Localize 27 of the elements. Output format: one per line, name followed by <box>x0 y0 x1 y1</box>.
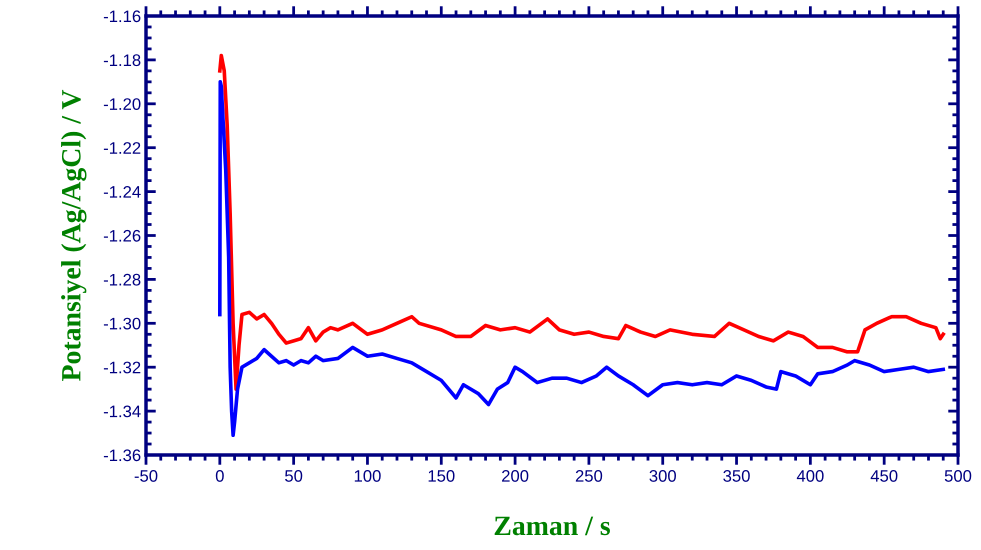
y-tick-label: -1.32 <box>104 362 140 374</box>
y-tick-label: -1.34 <box>104 406 141 418</box>
y-tick-label: -1.20 <box>104 98 140 110</box>
x-tick-label: 300 <box>649 470 676 482</box>
y-tick-label: -1.18 <box>104 54 140 66</box>
y-tick-label: -1.28 <box>104 274 140 286</box>
x-tick-label: 0 <box>216 470 224 482</box>
line-series <box>218 54 946 391</box>
y-axis-title: Potansiyel (Ag/AgCl) / V <box>61 90 86 381</box>
x-tick-label: -50 <box>134 470 158 482</box>
x-tick-label: 150 <box>428 470 455 482</box>
y-tick-label: -1.22 <box>104 142 140 154</box>
y-tick-label: -1.26 <box>104 230 140 242</box>
x-tick-label: 350 <box>723 470 750 482</box>
x-tick-label: 400 <box>796 470 824 482</box>
x-tick-label: 50 <box>285 470 302 482</box>
x-tick-label: 250 <box>576 470 602 482</box>
y-tick-label: -1.30 <box>104 318 140 330</box>
y-tick-label: -1.16 <box>104 10 140 22</box>
x-tick-label: 500 <box>944 470 972 482</box>
y-tick-label: -1.24 <box>104 186 141 198</box>
x-tick-label: 100 <box>354 470 381 482</box>
x-tick-label: 200 <box>502 470 528 482</box>
line-series <box>218 80 946 438</box>
x-axis-title: Zaman / s <box>494 516 610 536</box>
x-tick-label: 450 <box>870 470 898 482</box>
y-tick-label: -1.36 <box>104 449 140 462</box>
